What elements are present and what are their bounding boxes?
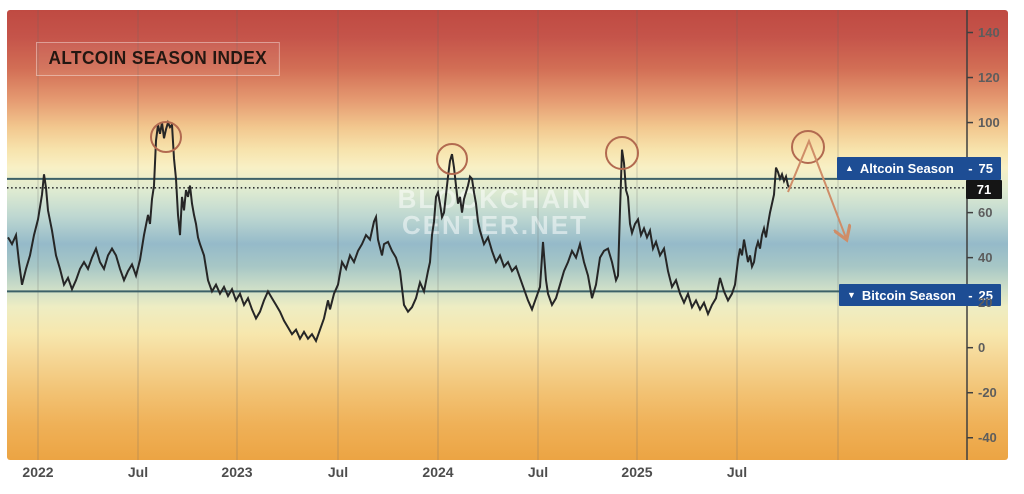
- bitcoin-season-label: Bitcoin Season: [861, 287, 956, 303]
- y-axis-tick-label: -40: [978, 429, 997, 445]
- peak-circle-annotation: [436, 143, 468, 175]
- watermark-line1: BLOCKCHAIN: [397, 184, 593, 214]
- hand-drawn-annotations: [150, 121, 846, 238]
- y-axis-tick-label: 140: [978, 24, 1000, 40]
- y-axis-tick-label: -20: [978, 384, 997, 400]
- down-triangle-icon: ▼: [847, 289, 856, 300]
- x-axis-tick-label: Jul: [127, 464, 149, 480]
- y-axis-line-and-ticks: [966, 10, 973, 460]
- bitcoin-season-value: 25: [978, 287, 993, 303]
- x-axis-tick-label: 2022: [22, 464, 54, 480]
- projected-spike-arrow: [787, 138, 846, 238]
- chart-title: ALTCOIN SEASON INDEX: [36, 42, 280, 76]
- x-axis-tick-label: 2023: [221, 464, 253, 480]
- y-axis-tick-label: 100: [978, 114, 1000, 130]
- y-axis-tick-label: 120: [978, 69, 1000, 85]
- altcoin-separator: -: [968, 161, 973, 176]
- x-axis-tick-label: Jul: [726, 464, 748, 480]
- peak-circle-annotation: [150, 121, 182, 153]
- bitcoin-separator: -: [968, 287, 973, 303]
- altcoin-index-line: [7, 119, 791, 344]
- altcoin-season-badge: ▲ Altcoin Season - 75: [837, 157, 1001, 180]
- y-axis-tick-label: 0: [978, 339, 986, 355]
- peak-circle-annotation: [605, 136, 639, 170]
- y-axis-tick-label: 40: [978, 249, 993, 265]
- y-axis-tick-label: 60: [978, 204, 993, 220]
- threshold-lines: [7, 177, 967, 293]
- x-axis-tick-label: Jul: [327, 464, 349, 480]
- bitcoin-season-badge: ▼ Bitcoin Season - 25: [839, 284, 1001, 306]
- x-axis-tick-label: Jul: [527, 464, 549, 480]
- vertical-gridlines: [37, 10, 839, 460]
- x-axis-tick-label: 2024: [422, 464, 454, 480]
- x-axis-tick-label: 2025: [621, 464, 653, 480]
- peak-circle-annotation: [791, 130, 825, 164]
- up-triangle-icon: ▲: [845, 163, 854, 173]
- y-axis-tick-label: 20: [978, 294, 993, 310]
- index-line-series: [7, 119, 791, 344]
- current-value: 71: [976, 182, 992, 197]
- altcoin-season-value: 75: [978, 161, 993, 176]
- altcoin-season-label: Altcoin Season: [859, 161, 954, 176]
- current-value-badge: 71: [966, 180, 1002, 199]
